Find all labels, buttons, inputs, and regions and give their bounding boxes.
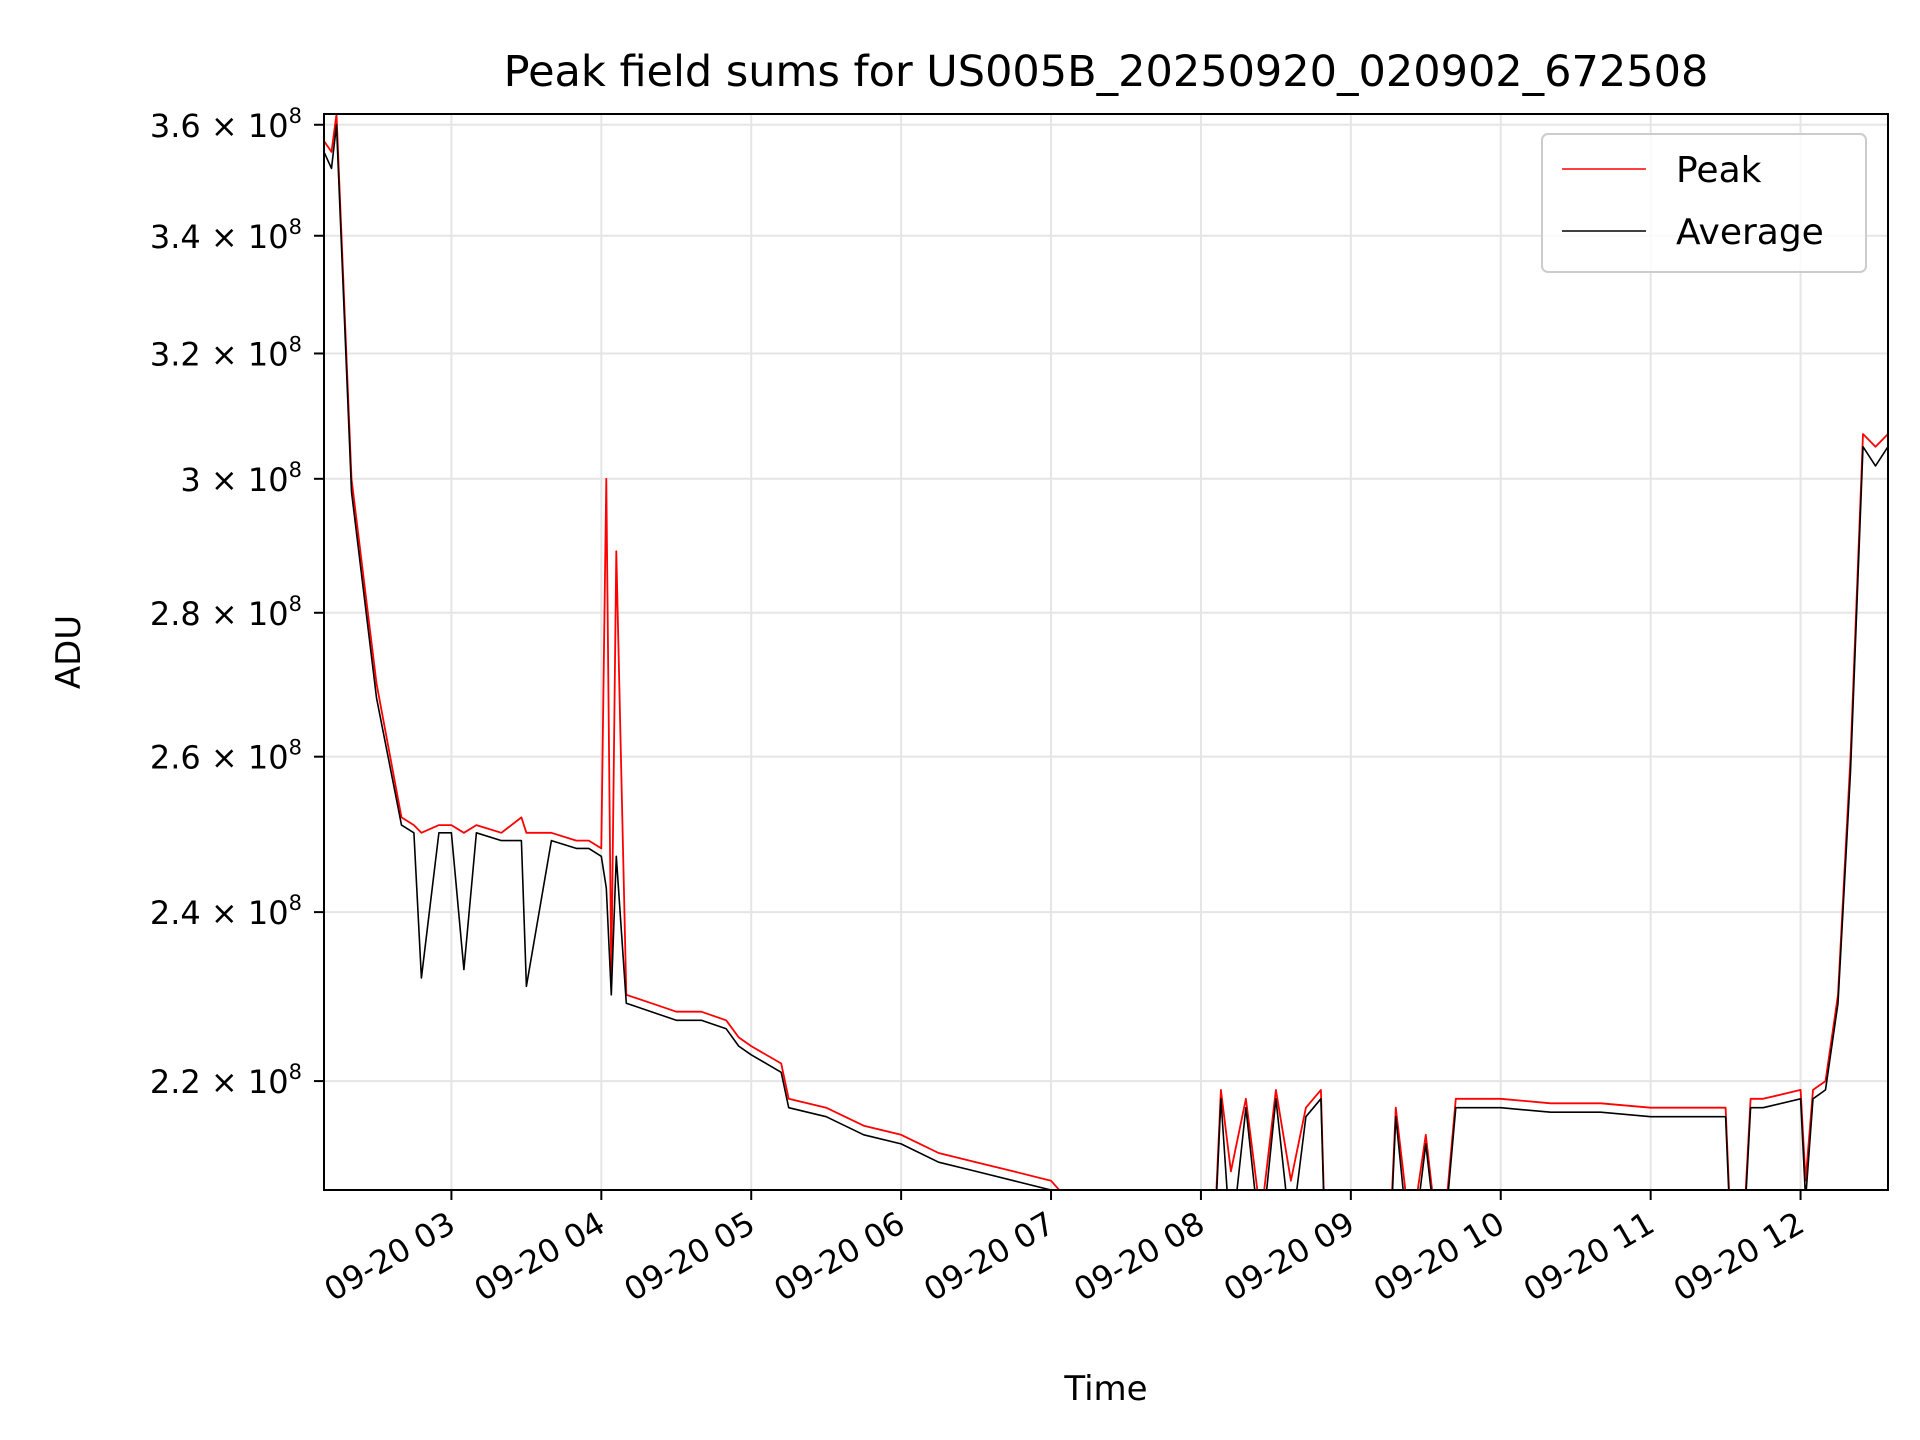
chart-title: Peak field sums for US005B_20250920_0209…: [504, 47, 1709, 97]
y-tick-label: 3.6 × 108: [150, 104, 302, 145]
y-axis: 2.2 × 108 2.4 × 108 2.6 × 108 2.8 × 108 3 × …: [150, 104, 324, 1101]
y-tick-label: 2.4 × 108: [150, 891, 302, 932]
y-tick-label: 2.6 × 108: [150, 736, 302, 777]
series-layer: [324, 114, 1888, 1190]
legend-label-average: Average: [1676, 212, 1824, 253]
y-tick-label: 2.2 × 108: [150, 1060, 302, 1101]
legend-label-peak: Peak: [1676, 150, 1762, 191]
plot-area-border: [323, 113, 1889, 1191]
y-tick-label: 2.8 × 108: [150, 592, 302, 633]
y-tick-label: 3.4 × 108: [150, 215, 302, 256]
grid: [324, 114, 1888, 1190]
legend: Peak Average: [1541, 133, 1867, 273]
y-tick-label: 3.2 × 108: [150, 332, 302, 373]
y-tick-label: 3 × 108: [180, 458, 302, 499]
series-line-peak: [324, 114, 1888, 1190]
series-line-average: [324, 124, 1888, 1190]
y-axis-title: ADU: [49, 615, 89, 689]
x-axis-title: Time: [1063, 1369, 1147, 1409]
